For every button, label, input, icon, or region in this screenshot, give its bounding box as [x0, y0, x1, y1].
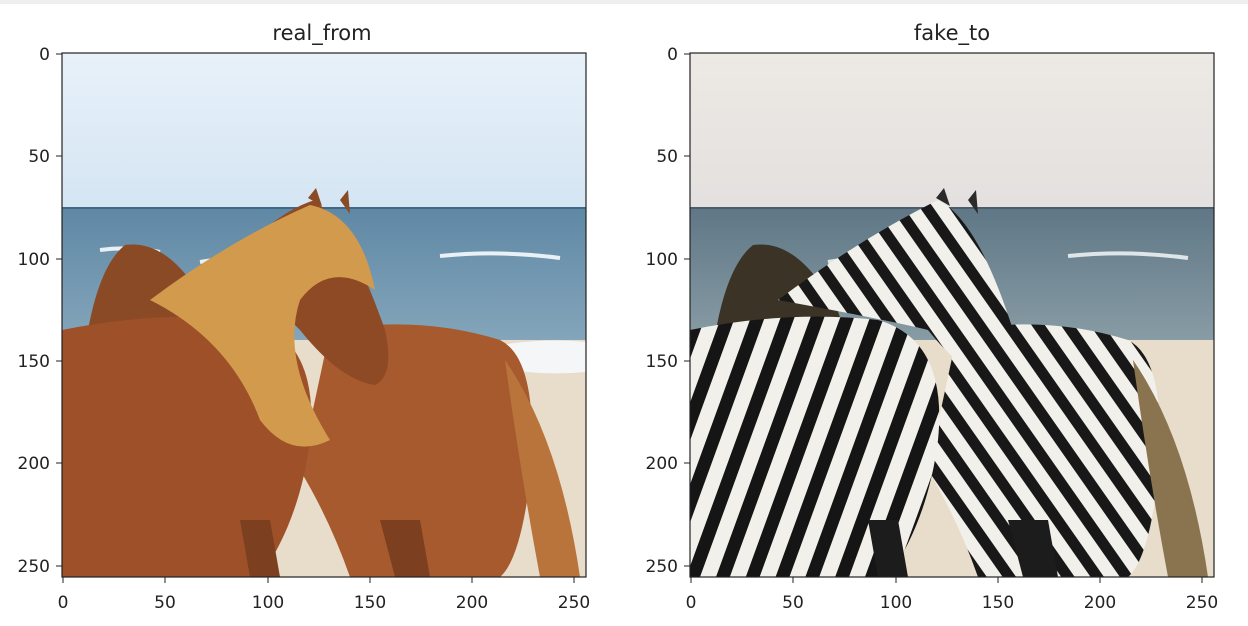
x-tick-label: 50: [782, 593, 804, 613]
y-axis: 0 50 100 150 200 250: [18, 45, 62, 577]
x-tick-label: 200: [1084, 593, 1116, 613]
panel-fake-to: fake_to 0 50: [628, 0, 1248, 626]
horses-image: [62, 53, 586, 577]
x-tick-label: 0: [686, 593, 697, 613]
y-tick-label: 250: [646, 557, 678, 577]
panel-title: fake_to: [914, 21, 990, 46]
x-tick-label: 250: [558, 593, 590, 613]
y-tick-label: 50: [28, 147, 50, 167]
x-tick-label: 200: [456, 593, 488, 613]
x-tick-label: 100: [880, 593, 912, 613]
axes-frame: [689, 52, 1215, 578]
x-tick-label: 50: [154, 593, 176, 613]
y-tick-label: 100: [18, 250, 50, 270]
x-tick-label: 250: [1186, 593, 1218, 613]
y-tick-label: 150: [646, 352, 678, 372]
x-tick-label: 150: [354, 593, 386, 613]
y-axis: 0 50 100 150 200 250: [646, 45, 690, 577]
x-axis: 0 50 100 150 200 250: [58, 577, 590, 613]
x-tick-label: 150: [982, 593, 1014, 613]
panel-title: real_from: [272, 21, 371, 46]
y-tick-label: 50: [656, 147, 678, 167]
panel-fake-to-svg: fake_to 0 50: [646, 21, 1219, 613]
x-tick-label: 0: [58, 593, 69, 613]
x-axis: 0 50 100 150 200 250: [686, 577, 1218, 613]
y-tick-label: 0: [39, 45, 50, 65]
y-tick-label: 0: [667, 45, 678, 65]
notebook-top-border: [0, 0, 1248, 4]
y-tick-label: 250: [18, 557, 50, 577]
y-tick-label: 200: [18, 454, 50, 474]
y-tick-label: 150: [18, 352, 50, 372]
axes-frame: [61, 52, 587, 578]
y-tick-label: 100: [646, 250, 678, 270]
x-tick-label: 100: [252, 593, 284, 613]
panel-real-from-svg: real_from: [18, 21, 591, 613]
panel-real-from: real_from: [0, 0, 620, 626]
y-tick-label: 200: [646, 454, 678, 474]
zebras-image: [690, 53, 1214, 577]
